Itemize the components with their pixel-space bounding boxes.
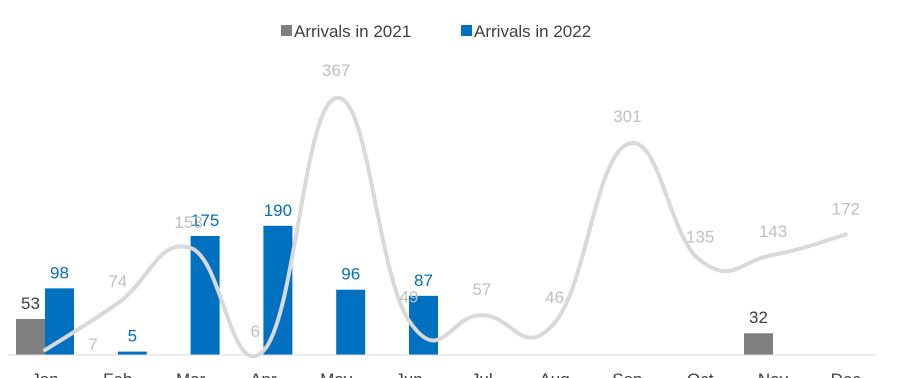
label-2021-jan: 53 <box>21 294 40 313</box>
legend-label-2021: Arrivals in 2021 <box>294 22 411 41</box>
label-2022-jan: 98 <box>50 263 69 282</box>
label-line-sep: 301 <box>613 107 641 126</box>
x-tick-jan: Jan <box>31 370 58 378</box>
label-line-oct: 135 <box>686 227 714 246</box>
x-tick-feb: Feb <box>103 370 132 378</box>
x-tick-dec: Dec <box>831 370 862 378</box>
trend-line <box>43 95 848 359</box>
legend-label-2022: Arrivals in 2022 <box>474 22 591 41</box>
legend: Arrivals in 2021 Arrivals in 2022 <box>281 22 591 41</box>
bar-2021-jan <box>16 318 45 355</box>
bar-2022-feb <box>117 351 147 355</box>
label-line-apr: 6 <box>251 322 260 341</box>
label-2022-apr: 190 <box>264 201 292 220</box>
x-tick-apr: Apr <box>250 370 277 378</box>
legend-swatch-2022 <box>461 25 472 36</box>
x-tick-mar: Mar <box>176 370 206 378</box>
bar-2022-mar <box>190 236 220 355</box>
label-line-aug: 46 <box>545 288 564 307</box>
legend-swatch-2021 <box>281 25 292 36</box>
bar-2022-may <box>336 289 366 355</box>
x-tick-aug: Aug <box>539 370 569 378</box>
bar-2022-apr <box>263 225 293 355</box>
label-2022-jun: 87 <box>414 271 433 290</box>
bar-2022-jan <box>45 288 74 355</box>
x-tick-sep: Sep <box>612 370 642 378</box>
x-tick-jul: Jul <box>471 370 493 378</box>
label-line-jul: 57 <box>472 280 491 299</box>
label-2022-may: 96 <box>341 265 360 284</box>
label-2021-nov: 32 <box>749 308 768 327</box>
label-line-feb: 74 <box>108 272 127 291</box>
label-line-nov: 143 <box>759 222 787 241</box>
x-tick-jun: Jun <box>395 370 422 378</box>
x-axis-ticks: Jan Feb Mar Apr May Jun Jul Aug Sep Oct Nov Dec <box>31 370 861 378</box>
x-tick-may: May <box>320 370 353 378</box>
label-2022-mar: 175 <box>191 211 219 230</box>
x-tick-nov: Nov <box>758 370 789 378</box>
bar-2021-nov <box>744 333 773 355</box>
label-line-may: 367 <box>322 61 350 80</box>
label-line-dec: 172 <box>832 200 860 219</box>
data-labels-layer: 53 32 98 5 175 190 96 87 7 74 153 6 367 49 57 46 301 135 1… <box>21 61 860 354</box>
label-2022-feb: 5 <box>128 327 137 346</box>
label-line-jun: 49 <box>400 288 419 307</box>
label-line-jan: 7 <box>88 335 97 354</box>
label-line-mar: 153 <box>174 213 202 232</box>
x-tick-oct: Oct <box>687 370 714 378</box>
